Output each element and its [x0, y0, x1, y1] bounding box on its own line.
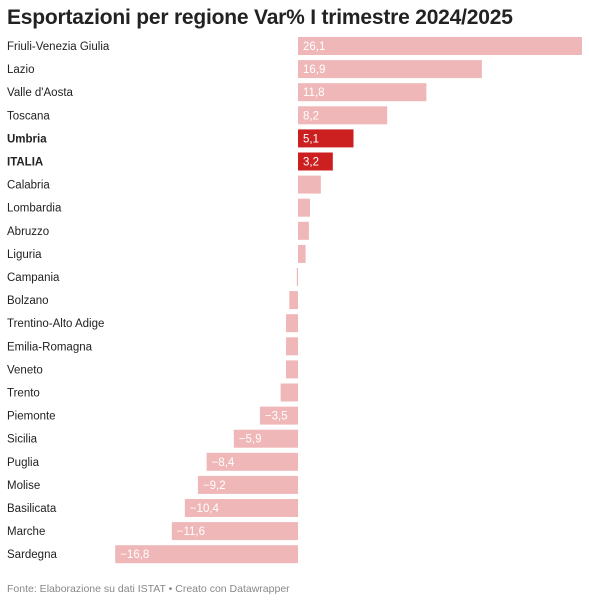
category-label: Bolzano — [7, 295, 49, 307]
bar — [298, 198, 310, 217]
value-label: −5,9 — [239, 434, 262, 446]
value-label: −16,8 — [120, 549, 149, 561]
bar — [296, 268, 298, 286]
value-label: 5,1 — [303, 133, 319, 145]
bar — [298, 83, 427, 102]
bar — [197, 475, 298, 494]
category-label: ITALIA — [7, 157, 43, 169]
bar — [298, 106, 388, 125]
category-label: Liguria — [7, 249, 42, 261]
value-label: −8,4 — [212, 457, 235, 469]
category-label: Puglia — [7, 457, 40, 469]
bar — [184, 499, 298, 517]
category-label: Valle d'Aosta — [7, 87, 74, 99]
bar — [286, 360, 298, 379]
bar — [171, 522, 298, 541]
category-label: Friuli-Venezia Giulia — [7, 41, 110, 53]
value-label: 16,9 — [303, 64, 325, 76]
category-label: Marche — [7, 526, 45, 538]
bar — [298, 221, 309, 240]
category-label: Veneto — [7, 364, 43, 376]
value-label: −9,2 — [203, 480, 226, 492]
chart-title: Esportazioni per regione Var% I trimestr… — [7, 6, 513, 29]
chart-footer: Fonte: Elaborazione su dati ISTAT • Crea… — [7, 583, 290, 595]
bar — [298, 152, 333, 171]
category-label: Molise — [7, 480, 40, 492]
category-label: Trento — [7, 388, 40, 400]
category-label: Piemonte — [7, 411, 56, 423]
bar — [280, 383, 298, 402]
bar — [233, 429, 298, 448]
category-label: Umbria — [7, 133, 47, 145]
category-label: Campania — [7, 272, 60, 284]
bar — [289, 291, 298, 310]
category-label: Abruzzo — [7, 226, 49, 238]
category-label: Sicilia — [7, 434, 38, 446]
bar — [298, 60, 482, 79]
bar — [298, 175, 321, 194]
bar — [206, 452, 298, 471]
value-label: −11,6 — [177, 526, 205, 538]
bar — [286, 314, 298, 333]
value-label: 26,1 — [303, 41, 325, 53]
bar — [298, 129, 354, 148]
bar — [115, 545, 298, 564]
category-label: Emilia-Romagna — [7, 341, 93, 353]
category-label: Lombardia — [7, 203, 62, 215]
bar — [286, 337, 298, 356]
value-label: 11,8 — [303, 87, 325, 99]
category-label: Trentino-Alto Adige — [7, 318, 104, 330]
category-label: Lazio — [7, 64, 35, 76]
value-label: −10,4 — [190, 503, 220, 515]
value-label: 3,2 — [303, 157, 319, 169]
bar — [298, 37, 582, 55]
value-label: −3,5 — [265, 411, 288, 423]
category-label: Sardegna — [7, 549, 57, 561]
category-label: Calabria — [7, 180, 50, 192]
bar — [298, 244, 306, 263]
category-label: Basilicata — [7, 503, 57, 515]
bar-chart: Friuli-Venezia Giulia 26,1 Lazio 16,9 Valle … — [7, 37, 582, 564]
category-label: Toscana — [7, 110, 50, 122]
value-label: 8,2 — [303, 110, 319, 122]
bar — [259, 406, 298, 425]
